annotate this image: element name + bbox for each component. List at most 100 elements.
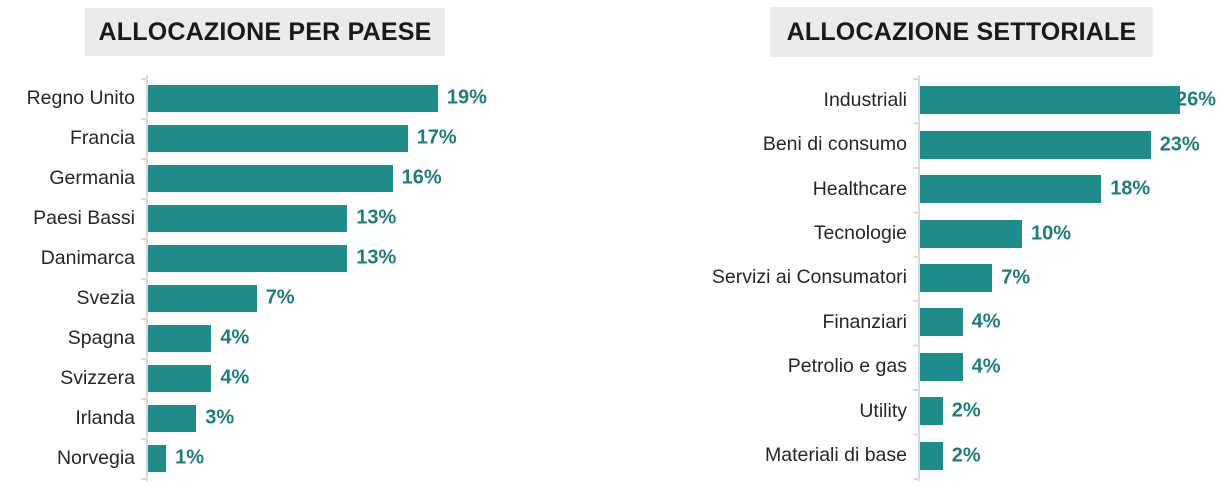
value-label: 4% [220, 326, 250, 349]
bar-track: 1% [148, 444, 540, 472]
value-label: 7% [265, 286, 295, 309]
bar [920, 352, 963, 381]
bar-track: 4% [148, 364, 540, 392]
value-label: 2% [951, 399, 981, 422]
bar-track: 4% [148, 324, 540, 352]
category-label: Utility [859, 399, 907, 422]
bar-row: Healthcare 18% [690, 167, 1231, 211]
bar-row: Spagna 4% [0, 318, 540, 358]
bar [148, 84, 438, 112]
bar-row: Norvegia 1% [0, 438, 540, 478]
value-label: 17% [416, 126, 457, 149]
value-label: 18% [1110, 177, 1151, 200]
category-label: Germania [49, 166, 135, 189]
bar-track: 13% [148, 204, 540, 232]
bar-row: Servizi ai Consumatori 7% [690, 256, 1231, 300]
bar [920, 397, 943, 426]
bar [920, 175, 1102, 204]
bar-row: Regno Unito 19% [0, 78, 540, 118]
bar-track: 13% [148, 244, 540, 272]
bar-track: 26% [920, 86, 1231, 115]
bar [148, 124, 408, 152]
bar [148, 204, 348, 232]
category-label: Paesi Bassi [33, 206, 135, 229]
bar-row: Finanziari 4% [690, 300, 1231, 344]
bar-row: Germania 16% [0, 158, 540, 198]
value-label: 1% [175, 446, 204, 469]
bar-track: 3% [148, 404, 540, 432]
bar [920, 219, 1022, 248]
bar-track: 17% [148, 124, 540, 152]
bar-track: 19% [148, 84, 540, 112]
bar [148, 244, 348, 272]
bar [148, 364, 212, 392]
value-label: 7% [1001, 266, 1031, 289]
value-label: 26% [1176, 88, 1217, 111]
chart-title: ALLOCAZIONE PER PAESE [85, 8, 445, 56]
category-label: Svezia [76, 286, 135, 309]
bar-row: Francia 17% [0, 118, 540, 158]
bar-row: Svezia 7% [0, 278, 540, 318]
category-label: Beni di consumo [762, 133, 907, 156]
bar-track: 7% [148, 284, 540, 312]
value-label: 23% [1159, 133, 1200, 156]
category-label: Svizzera [60, 366, 135, 389]
chart-allocazione-per-paese: ALLOCAZIONE PER PAESE Regno Unito 19% Fran… [0, 0, 540, 484]
category-label: Finanziari [822, 310, 907, 333]
bar [148, 404, 197, 432]
bar-track: 4% [920, 308, 1231, 337]
bar [920, 86, 1181, 115]
category-label: Servizi ai Consumatori [711, 266, 907, 289]
bar-row: Petrolio e gas 4% [690, 345, 1231, 389]
value-label: 2% [951, 444, 981, 467]
bar-row: Industriali 26% [690, 78, 1231, 122]
category-label: Tecnologie [813, 222, 907, 245]
bar [148, 284, 257, 312]
bar-rows: Regno Unito 19% Francia 17% Germania 16% Paesi… [0, 75, 540, 481]
category-label: Spagna [67, 326, 135, 349]
bar-track: 4% [920, 352, 1231, 381]
value-label: 4% [220, 366, 250, 389]
category-label: Regno Unito [26, 86, 135, 109]
bar-row: Materiali di base 2% [690, 434, 1231, 478]
category-label: Francia [69, 126, 135, 149]
value-label: 3% [205, 406, 235, 429]
bar-row: Tecnologie 10% [690, 211, 1231, 255]
bar [920, 263, 993, 292]
chart-title: ALLOCAZIONE SETTORIALE [770, 7, 1153, 57]
chart-allocazione-settoriale: ALLOCAZIONE SETTORIALE Industriali 26% Ben… [690, 0, 1231, 484]
bar-track: 10% [920, 219, 1231, 248]
value-label: 4% [971, 355, 1001, 378]
value-label: 10% [1031, 222, 1072, 245]
value-label: 16% [401, 166, 442, 189]
bar [920, 441, 943, 470]
bar-track: 18% [920, 175, 1231, 204]
bar [920, 130, 1151, 159]
category-label: Industriali [823, 88, 907, 111]
bar-row: Paesi Bassi 13% [0, 198, 540, 238]
bar-track: 7% [920, 263, 1231, 292]
bar-row: Irlanda 3% [0, 398, 540, 438]
bar-track: 2% [920, 397, 1231, 426]
bar [920, 308, 963, 337]
bar-row: Svizzera 4% [0, 358, 540, 398]
category-label: Norvegia [56, 446, 135, 469]
category-label: Healthcare [812, 177, 907, 200]
bar-row: Utility 2% [690, 389, 1231, 433]
category-label: Petrolio e gas [787, 355, 907, 378]
bar-row: Beni di consumo 23% [690, 122, 1231, 166]
value-label: 13% [356, 206, 397, 229]
bar-track: 23% [920, 130, 1231, 159]
bar-rows: Industriali 26% Beni di consumo 23% Healthca… [690, 75, 1231, 481]
bar [148, 324, 212, 352]
value-label: 13% [356, 246, 397, 269]
category-label: Danimarca [40, 246, 135, 269]
bar-track: 16% [148, 164, 540, 192]
category-label: Materiali di base [765, 444, 907, 467]
bar-track: 2% [920, 441, 1231, 470]
bar-row: Danimarca 13% [0, 238, 540, 278]
value-label: 19% [446, 86, 487, 109]
category-label: Irlanda [75, 406, 135, 429]
value-label: 4% [971, 310, 1001, 333]
